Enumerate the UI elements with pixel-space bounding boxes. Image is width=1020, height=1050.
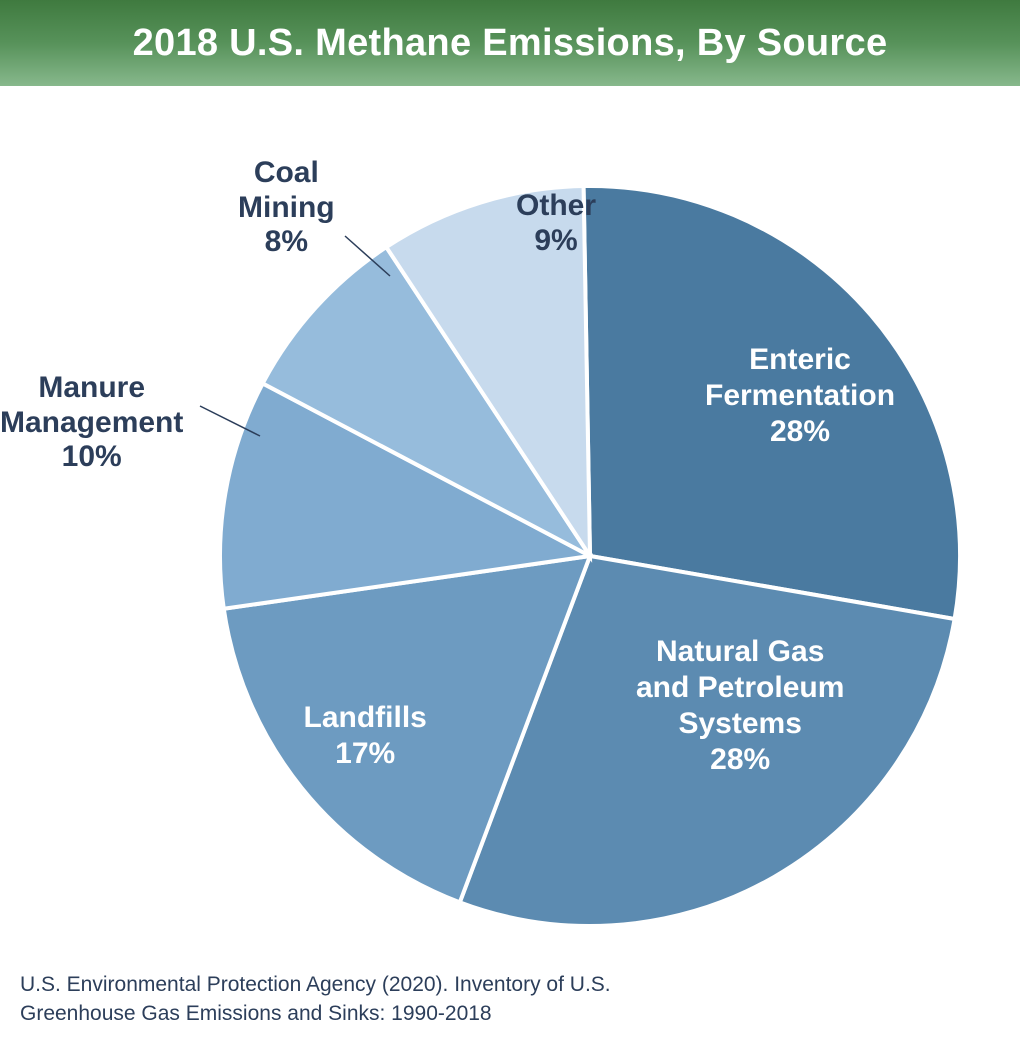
external-label: CoalMining8%: [238, 156, 335, 260]
chart-title: 2018 U.S. Methane Emissions, By Source: [133, 22, 888, 65]
citation-line-2: Greenhouse Gas Emissions and Sinks: 1990…: [20, 1000, 611, 1028]
slice-label: EntericFermentation28%: [705, 342, 895, 450]
external-label: Other9%: [516, 189, 596, 258]
slice-label: Natural Gasand PetroleumSystems28%: [636, 634, 844, 778]
chart-container: EntericFermentation28% Natural Gasand Pet…: [0, 86, 1020, 1006]
chart-header: 2018 U.S. Methane Emissions, By Source: [0, 0, 1020, 86]
slice-label: Landfills17%: [304, 700, 427, 772]
source-citation: U.S. Environmental Protection Agency (20…: [20, 971, 611, 1028]
pie-chart: [0, 126, 1020, 1006]
external-label: ManureManagement10%: [0, 371, 183, 475]
citation-line-1: U.S. Environmental Protection Agency (20…: [20, 971, 611, 999]
